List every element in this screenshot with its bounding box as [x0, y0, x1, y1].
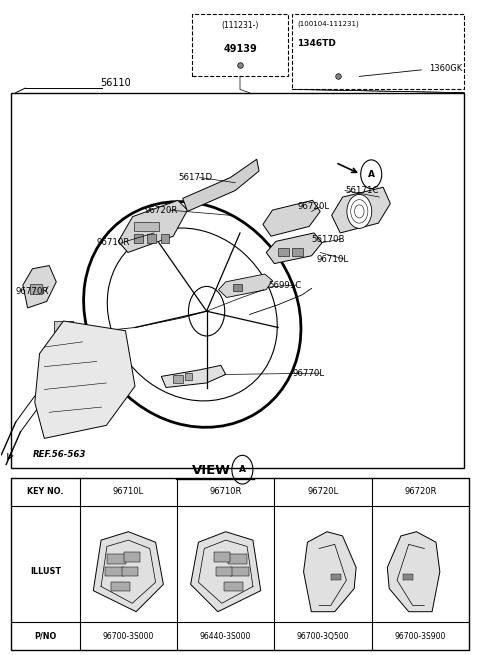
Text: 56170B: 56170B	[312, 235, 345, 244]
Bar	[30, 284, 42, 293]
Text: REF.56-563: REF.56-563	[33, 450, 86, 459]
Polygon shape	[191, 532, 261, 612]
Polygon shape	[387, 532, 440, 612]
Text: 56171D: 56171D	[178, 173, 212, 182]
Bar	[192, 14, 288, 77]
Text: 96700-3Q500: 96700-3Q500	[297, 631, 349, 641]
Bar	[161, 234, 169, 243]
Text: 96710L: 96710L	[316, 255, 348, 263]
Circle shape	[189, 286, 225, 336]
Bar	[122, 567, 138, 576]
Text: 1346TD: 1346TD	[297, 39, 336, 48]
Text: 56171C: 56171C	[345, 186, 379, 195]
Bar	[292, 248, 303, 255]
Text: 56110: 56110	[100, 78, 132, 88]
Text: 96720L: 96720L	[308, 487, 338, 496]
Polygon shape	[218, 274, 273, 297]
Text: ILLUST: ILLUST	[30, 567, 61, 576]
Bar	[147, 234, 156, 243]
Polygon shape	[266, 233, 322, 263]
Bar	[214, 552, 229, 561]
Circle shape	[347, 195, 372, 229]
Polygon shape	[332, 187, 390, 233]
Polygon shape	[23, 265, 56, 308]
Bar	[173, 375, 183, 383]
Ellipse shape	[107, 228, 277, 401]
Polygon shape	[263, 200, 320, 236]
Polygon shape	[303, 532, 356, 612]
Bar	[124, 552, 140, 561]
Text: 96770L: 96770L	[292, 369, 324, 378]
Bar	[224, 582, 243, 591]
Text: 96710L: 96710L	[113, 487, 144, 496]
Text: 96720R: 96720R	[144, 206, 178, 215]
Bar	[134, 234, 143, 243]
Text: 96700-3S900: 96700-3S900	[395, 631, 446, 641]
Bar	[216, 567, 231, 576]
Text: 96720L: 96720L	[297, 202, 329, 212]
Polygon shape	[118, 200, 188, 252]
Bar	[54, 321, 73, 334]
Bar	[331, 574, 341, 580]
Polygon shape	[35, 321, 135, 438]
Bar	[228, 554, 247, 564]
Text: 96700-3S000: 96700-3S000	[103, 631, 154, 641]
Text: (111231-): (111231-)	[221, 21, 259, 30]
Text: P/NO: P/NO	[34, 631, 57, 641]
Bar	[11, 93, 464, 468]
Bar	[105, 567, 124, 576]
Text: KEY NO.: KEY NO.	[27, 487, 63, 496]
Text: A: A	[239, 465, 246, 474]
Polygon shape	[161, 365, 226, 388]
Text: 96710R: 96710R	[97, 238, 130, 247]
Text: 96710R: 96710R	[209, 487, 242, 496]
Bar	[111, 582, 130, 591]
Bar	[403, 574, 413, 580]
Bar	[292, 14, 464, 90]
Bar	[107, 554, 126, 564]
Text: 96440-3S000: 96440-3S000	[200, 631, 252, 641]
Text: 96720R: 96720R	[404, 487, 437, 496]
Bar	[233, 284, 242, 291]
Text: (100104-111231): (100104-111231)	[297, 21, 359, 28]
Text: 56991C: 56991C	[269, 280, 302, 290]
Text: A: A	[368, 170, 375, 179]
Polygon shape	[183, 159, 259, 212]
Text: 96770R: 96770R	[16, 287, 49, 296]
Bar	[185, 373, 192, 380]
Text: 1360GK: 1360GK	[429, 64, 462, 73]
Bar	[229, 567, 249, 576]
Text: 49139: 49139	[223, 43, 257, 54]
Bar	[278, 248, 288, 255]
Text: VIEW: VIEW	[192, 464, 231, 477]
Polygon shape	[93, 532, 163, 612]
Bar	[11, 477, 469, 650]
Bar	[134, 223, 159, 231]
